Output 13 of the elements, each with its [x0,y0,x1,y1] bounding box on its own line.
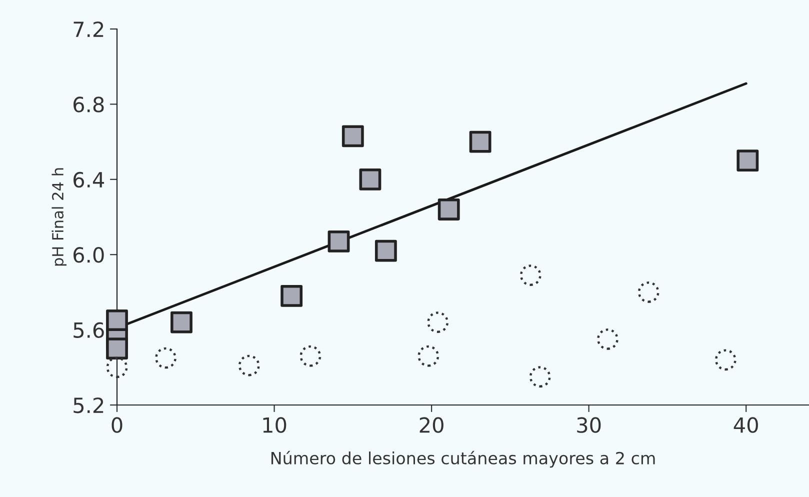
x-axis-title: Número de lesiones cutáneas mayores a 2 cm [271,450,655,468]
y-tick-label: 5.6 [74,322,104,338]
y-tick-label: 5.2 [74,397,104,414]
y-tick-label: 7.2 [74,21,104,37]
y-tick-label: 6.8 [74,96,104,112]
x-tick-label: 20 [420,417,444,433]
y-axis-title: pH Final 24 h [52,168,67,266]
x-tick-label: 40 [734,417,758,433]
x-tick-label: 0 [112,417,122,433]
y-tick-label: 6.0 [74,247,104,263]
x-tick-label: 10 [263,417,286,433]
y-tick-label: 6.4 [74,172,104,188]
x-tick-label: 30 [577,417,601,433]
